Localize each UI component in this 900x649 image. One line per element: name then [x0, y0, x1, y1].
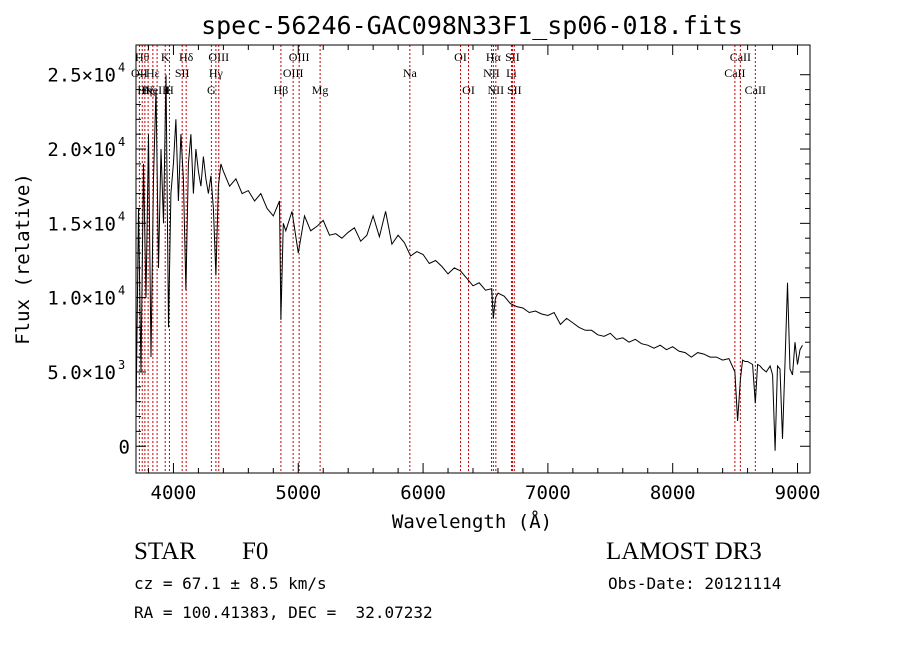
chart-title: spec-56246-GAC098N33F1_sp06-018.fits: [201, 11, 743, 40]
line-marker-label: OIII: [289, 50, 310, 64]
line-marker-label: SII: [175, 66, 190, 80]
y-tick-exponent: 4: [118, 209, 125, 223]
x-axis: 4000 5000 6000 7000 8000 9000: [147, 45, 821, 504]
x-tick-label: 4000: [151, 482, 197, 504]
x-tick-label: 7000: [525, 482, 571, 504]
x-tick-label: 8000: [650, 482, 696, 504]
line-marker-label: Na: [403, 66, 418, 80]
line-marker-label: Hε: [146, 66, 160, 80]
line-marker-label: OI: [454, 50, 467, 64]
y-tick-exponent: 4: [118, 135, 125, 149]
line-marker-label: OIII: [283, 66, 304, 80]
line-marker-label: CaII: [724, 66, 745, 80]
y-tick-label: 1.0×10: [47, 288, 116, 310]
obs-date-line: Obs-Date: 20121114: [608, 574, 782, 593]
line-marker-label: OII: [131, 66, 148, 80]
y-tick-label: 2.0×10: [47, 139, 116, 161]
y-tick-label: 5.0×10: [47, 362, 116, 384]
line-marker-label: Hθ: [135, 50, 150, 64]
line-marker-label: Hβ: [274, 83, 289, 97]
line-marker-label: Hγ: [209, 66, 224, 80]
line-marker-label: Li: [506, 66, 517, 80]
y-tick-label: 0: [119, 436, 130, 458]
spectrum-line: [135, 74, 803, 451]
line-marker-label: CaII: [745, 83, 766, 97]
line-marker-label: NII: [488, 83, 505, 97]
line-marker-label: SII: [507, 83, 522, 97]
emission-line-markers: OIIHθHηHζHεNeIIIKHSIIHδGHγOIIIHβOIIIOIII…: [131, 45, 766, 473]
line-marker-label: Hζ: [141, 83, 155, 97]
line-marker-label: Hδ: [179, 50, 194, 64]
line-marker-label: Hα: [486, 50, 502, 64]
line-marker-label: NeIII: [144, 83, 170, 97]
line-marker-label: CaII: [730, 50, 751, 64]
coordinates-line: RA = 100.41383, DEC = 32.07232: [134, 603, 433, 622]
object-subclass: F0: [242, 538, 269, 565]
object-class: STAR: [134, 538, 196, 565]
line-marker-label: OI: [462, 83, 475, 97]
survey-name: LAMOST DR3: [606, 538, 762, 565]
redshift-line: cz = 67.1 ± 8.5 km/s: [134, 574, 327, 593]
y-tick-exponent: 4: [118, 61, 125, 75]
line-marker-label: Mg: [312, 83, 329, 97]
line-marker-label: H: [165, 83, 174, 97]
x-tick-label: 9000: [775, 482, 821, 504]
line-marker-label: NII: [483, 66, 500, 80]
line-marker-label: G: [207, 83, 216, 97]
line-marker-label: OIII: [208, 50, 229, 64]
y-tick-label: 2.5×10: [47, 65, 116, 87]
line-marker-label: SII: [505, 50, 520, 64]
y-tick-exponent: 4: [118, 284, 125, 298]
y-tick-label: 1.5×10: [47, 213, 116, 235]
x-tick-label: 5000: [275, 482, 321, 504]
y-tick-exponent: 3: [118, 358, 125, 372]
y-axis-label: Flux (relative): [12, 173, 34, 345]
x-tick-label: 6000: [400, 482, 446, 504]
line-marker-label: K: [161, 50, 170, 64]
plot-frame: [135, 44, 811, 474]
y-axis: 05.0×10 31.0×10 41.5×10 42.0×10 42.5×10 4: [47, 61, 810, 458]
x-axis-label: Wavelength (Å): [392, 510, 552, 533]
